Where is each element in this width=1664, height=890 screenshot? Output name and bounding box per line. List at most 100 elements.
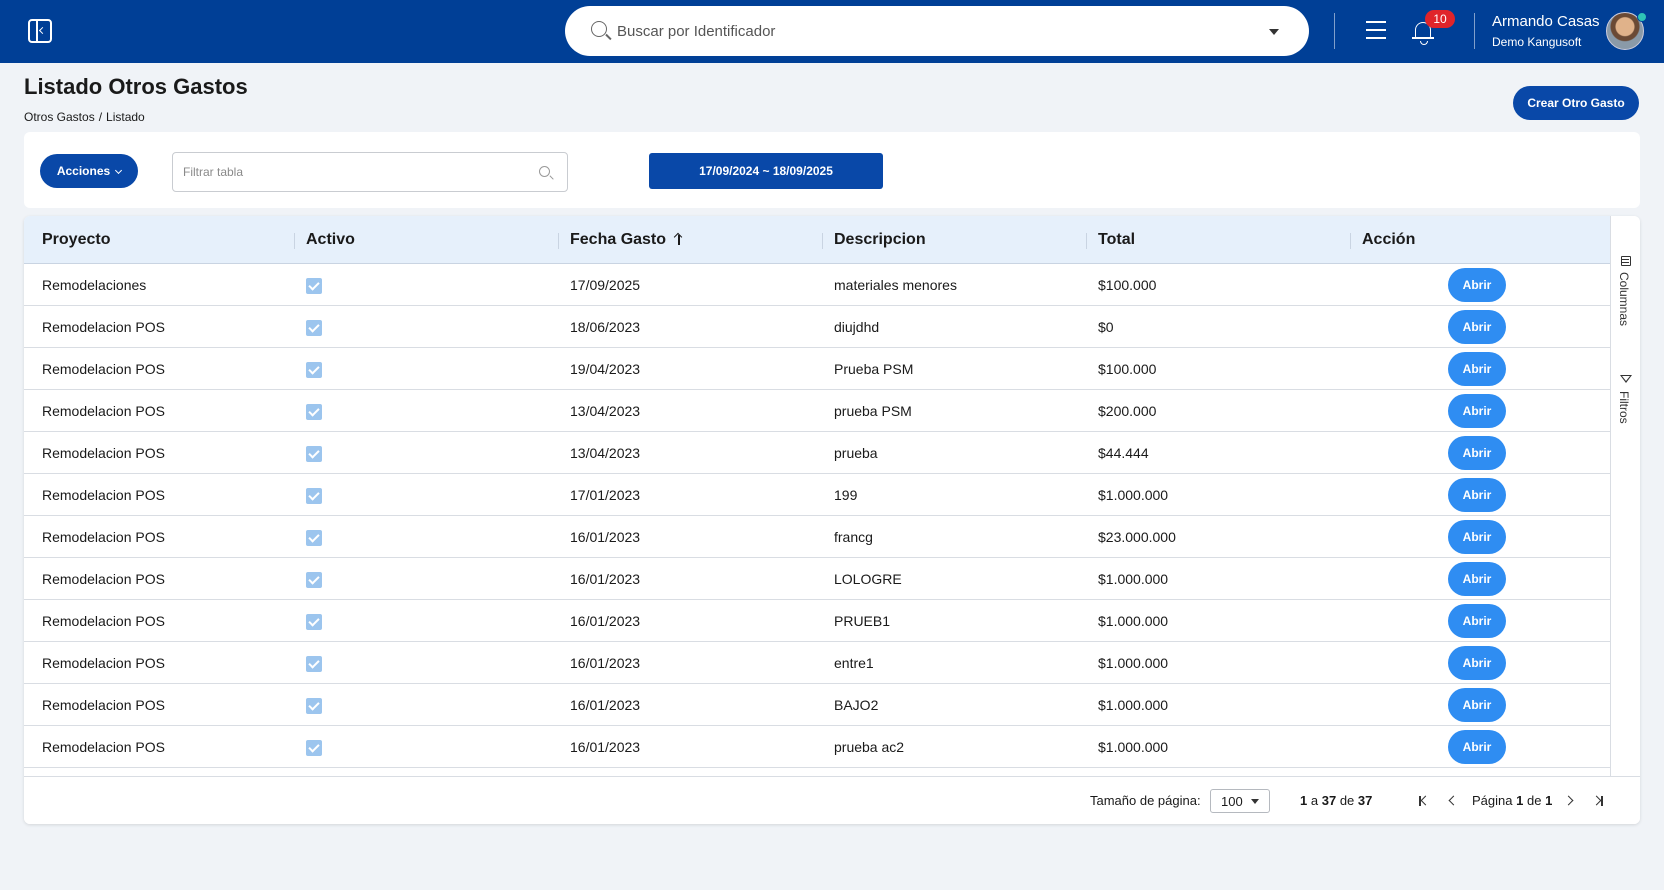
table-row[interactable]: Remodelacion POS 16/01/2023 PRUEB1 $1.000.0… xyxy=(24,600,1610,642)
menu-icon[interactable] xyxy=(1366,21,1386,39)
activo-checkbox[interactable] xyxy=(306,362,322,378)
filter-icon[interactable] xyxy=(1620,375,1632,383)
table-row[interactable]: Remodelacion POS 16/01/2023 entre1 $1.000.0… xyxy=(24,642,1610,684)
sort-ascending-icon[interactable] xyxy=(674,233,684,245)
page-title: Listado Otros Gastos xyxy=(24,74,248,99)
column-header-activo[interactable]: Activo xyxy=(306,231,355,248)
column-header-accion[interactable]: Acción xyxy=(1362,231,1416,248)
cell-descripcion: prueba PSM xyxy=(834,403,912,419)
open-button[interactable]: Abrir xyxy=(1448,520,1506,554)
search-icon xyxy=(591,21,607,37)
cell-fecha-gasto: 16/01/2023 xyxy=(570,697,641,713)
date-range-button[interactable]: 17/09/2024 ~ 18/09/2025 xyxy=(649,153,883,189)
columns-icon[interactable] xyxy=(1621,256,1631,266)
open-button[interactable]: Abrir xyxy=(1448,646,1506,680)
page-indicator: Página 1 de 1 xyxy=(1472,793,1553,808)
cell-descripcion: entre1 xyxy=(834,655,874,671)
open-button[interactable]: Abrir xyxy=(1448,478,1506,512)
cell-total: $100.000 xyxy=(1098,361,1157,377)
cell-descripcion: materiales menores xyxy=(834,277,957,293)
search-icon xyxy=(539,166,550,177)
cell-descripcion: prueba xyxy=(834,445,878,461)
cell-fecha-gasto: 17/01/2023 xyxy=(570,487,641,503)
table-row[interactable]: Remodelaciones 17/09/2025 materiales menor… xyxy=(24,264,1610,306)
cell-fecha-gasto: 16/01/2023 xyxy=(570,655,641,671)
sidebar-toggle-icon[interactable] xyxy=(28,19,52,43)
column-header-descripcion[interactable]: Descripcion xyxy=(834,231,926,248)
user-name[interactable]: Armando Casas xyxy=(1492,13,1600,30)
activo-checkbox[interactable] xyxy=(306,278,322,294)
open-button[interactable]: Abrir xyxy=(1448,394,1506,428)
table-filter[interactable] xyxy=(172,152,568,192)
activo-checkbox[interactable] xyxy=(306,446,322,462)
column-resize-handle[interactable] xyxy=(1086,233,1087,249)
actions-button-label: Acciones xyxy=(56,164,111,178)
pagination-bar: Tamaño de página: 100 1 a 37 de 37 Págin… xyxy=(24,776,1640,824)
breadcrumb-item-otros-gastos[interactable]: Otros Gastos xyxy=(24,110,95,124)
open-button[interactable]: Abrir xyxy=(1448,604,1506,638)
cell-fecha-gasto: 16/01/2023 xyxy=(570,739,641,755)
open-button[interactable]: Abrir xyxy=(1448,730,1506,764)
table-row[interactable]: Remodelacion POS 13/04/2023 prueba PSM $200… xyxy=(24,390,1610,432)
activo-checkbox[interactable] xyxy=(306,656,322,672)
notification-badge[interactable]: 10 xyxy=(1425,10,1455,28)
activo-checkbox[interactable] xyxy=(306,572,322,588)
global-search[interactable] xyxy=(565,6,1309,56)
open-button[interactable]: Abrir xyxy=(1448,268,1506,302)
open-button[interactable]: Abrir xyxy=(1448,688,1506,722)
activo-checkbox[interactable] xyxy=(306,404,322,420)
actions-button[interactable]: Acciones xyxy=(40,154,138,188)
activo-checkbox[interactable] xyxy=(306,320,322,336)
divider xyxy=(1334,13,1335,49)
cell-total: $1.000.000 xyxy=(1098,487,1169,503)
cell-descripcion: 199 xyxy=(834,487,858,503)
cell-fecha-gasto: 16/01/2023 xyxy=(570,529,641,545)
cell-proyecto: Remodelacion POS xyxy=(42,697,165,713)
last-page-icon[interactable] xyxy=(1592,795,1604,807)
column-resize-handle[interactable] xyxy=(822,233,823,249)
breadcrumb: Otros Gastos / Listado xyxy=(24,110,145,124)
create-expense-button[interactable]: Crear Otro Gasto xyxy=(1513,86,1639,120)
cell-fecha-gasto: 17/09/2025 xyxy=(570,277,641,293)
table-row[interactable]: Remodelacion POS 13/04/2023 prueba $44.444 A… xyxy=(24,432,1610,474)
cell-proyecto: Remodelacion POS xyxy=(42,361,165,377)
online-status-icon xyxy=(1637,12,1647,22)
cell-total: $1.000.000 xyxy=(1098,655,1169,671)
search-input[interactable] xyxy=(617,18,1217,44)
column-header-proyecto[interactable]: Proyecto xyxy=(42,231,111,248)
columns-tab[interactable]: Columnas xyxy=(1617,272,1631,327)
table-row[interactable]: Remodelacion POS 18/06/2023 diujdhd $0 Abrir xyxy=(24,306,1610,348)
column-resize-handle[interactable] xyxy=(558,233,559,249)
column-header-fecha-gasto[interactable]: Fecha Gasto xyxy=(570,216,684,264)
open-button[interactable]: Abrir xyxy=(1448,310,1506,344)
activo-checkbox[interactable] xyxy=(306,488,322,504)
first-page-icon[interactable] xyxy=(1418,795,1430,807)
previous-page-icon[interactable] xyxy=(1446,795,1458,807)
filters-tab[interactable]: Filtros xyxy=(1617,391,1631,424)
cell-proyecto: Remodelacion POS xyxy=(42,739,165,755)
open-button[interactable]: Abrir xyxy=(1448,436,1506,470)
table-row[interactable]: Remodelacion POS 17/01/2023 199 $1.000.000 A… xyxy=(24,474,1610,516)
side-panel: Columnas Filtros xyxy=(1610,216,1640,776)
table-row[interactable]: Remodelacion POS 16/01/2023 francg $23.000.… xyxy=(24,516,1610,558)
activo-checkbox[interactable] xyxy=(306,698,322,714)
table-filter-input[interactable] xyxy=(183,163,523,181)
table-row[interactable]: Remodelacion POS 16/01/2023 LOLOGRE $1.000.… xyxy=(24,558,1610,600)
table-row[interactable]: Remodelacion POS 19/04/2023 Prueba PSM $100… xyxy=(24,348,1610,390)
activo-checkbox[interactable] xyxy=(306,530,322,546)
table-row[interactable]: Remodelacion POS 16/01/2023 BAJO2 $1.000.00… xyxy=(24,684,1610,726)
column-resize-handle[interactable] xyxy=(1350,233,1351,249)
page-size-select[interactable]: 100 xyxy=(1210,789,1270,813)
table-row[interactable]: Remodelacion POS 16/01/2023 prueba ac2 $1.0… xyxy=(24,726,1610,768)
cell-total: $44.444 xyxy=(1098,445,1149,461)
open-button[interactable]: Abrir xyxy=(1448,562,1506,596)
next-page-icon[interactable] xyxy=(1564,795,1576,807)
search-dropdown-icon[interactable] xyxy=(1269,29,1279,35)
column-header-total[interactable]: Total xyxy=(1098,231,1136,248)
open-button[interactable]: Abrir xyxy=(1448,352,1506,386)
activo-checkbox[interactable] xyxy=(306,614,322,630)
activo-checkbox[interactable] xyxy=(306,740,322,756)
top-bar: 10 Armando Casas Demo Kangusoft xyxy=(0,0,1664,63)
column-resize-handle[interactable] xyxy=(294,233,295,249)
cell-proyecto: Remodelacion POS xyxy=(42,613,165,629)
